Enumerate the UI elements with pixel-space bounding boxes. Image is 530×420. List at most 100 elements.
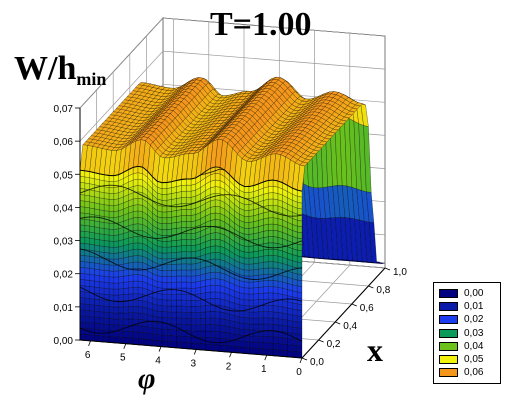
front-face-cell [297, 327, 303, 335]
front-face-cell [214, 179, 221, 188]
front-face-cell [287, 325, 293, 334]
front-face-cell [243, 216, 250, 223]
front-face-cell [272, 292, 279, 300]
front-face-cell [132, 274, 139, 282]
front-face-cell [79, 291, 85, 299]
front-face-cell [214, 311, 221, 319]
front-face-cell [123, 312, 129, 320]
front-face-cell [176, 293, 182, 301]
front-face-cell [89, 177, 95, 185]
x-tick-label: 0,6 [360, 303, 374, 314]
x-tick-label: 0,8 [376, 285, 390, 296]
front-face-cell [258, 323, 264, 331]
front-face-cell [118, 294, 124, 302]
front-face-cell [137, 178, 143, 187]
front-face-cell [132, 223, 139, 231]
front-face-cell [190, 281, 196, 289]
front-face-cell [142, 325, 148, 334]
front-face-cell [171, 216, 177, 224]
front-face-cell [132, 236, 139, 244]
legend-swatch [439, 355, 458, 365]
front-face-cell [84, 182, 90, 191]
front-face-cell [103, 204, 110, 212]
front-face-cell [84, 316, 90, 323]
front-face-cell [79, 224, 85, 232]
front-face-cell [282, 312, 288, 321]
front-face-cell [214, 232, 221, 240]
front-face-cell [277, 318, 283, 326]
front-face-cell [103, 276, 110, 283]
front-face-cell [118, 282, 124, 290]
front-face-cell [132, 255, 139, 263]
front-face-cell [176, 305, 182, 313]
front-face-cell [89, 298, 95, 306]
front-face-cell [99, 203, 105, 211]
front-face-cell [181, 209, 187, 216]
front-face-cell [171, 281, 177, 289]
front-face-cell [186, 312, 192, 319]
z-tick-label: 0,07 [54, 104, 74, 115]
front-face-cell [263, 280, 269, 288]
front-face-cell [89, 219, 95, 228]
front-face-cell [89, 316, 95, 324]
phi-tick-label: 1 [261, 364, 267, 375]
front-face-cell [161, 241, 168, 248]
front-face-cell [94, 208, 100, 216]
front-face-cell [103, 234, 110, 242]
x-tick-label: 1,0 [393, 267, 407, 278]
front-face-cell [161, 334, 168, 342]
front-face-cell [157, 298, 163, 306]
front-face-cell [229, 326, 235, 335]
front-face-cell [137, 197, 143, 206]
front-face-cell [190, 336, 196, 344]
front-face-cell [108, 318, 114, 325]
front-face-cell [214, 271, 221, 280]
front-face-cell [268, 292, 274, 300]
front-face-cell [79, 321, 85, 329]
front-face-cell [272, 229, 279, 238]
front-face-cell [181, 323, 187, 331]
contour-line [79, 216, 303, 249]
front-face-cell [195, 280, 201, 289]
front-face-cell [89, 213, 95, 222]
front-face-cell [103, 186, 110, 194]
front-face-cell [195, 287, 201, 295]
front-face-cell [118, 318, 124, 326]
front-face-cell [108, 228, 114, 236]
front-face-cell [181, 275, 187, 283]
front-face-cell [210, 206, 216, 215]
front-face-cell [195, 330, 201, 338]
front-face-cell [132, 299, 139, 307]
front-face-cell [186, 269, 192, 277]
front-face-cell [214, 212, 221, 221]
front-face-cell [113, 192, 119, 200]
front-face-cell [190, 318, 196, 326]
front-face-cell [214, 239, 221, 247]
front-face-cell [157, 340, 163, 347]
front-face-cell [243, 263, 250, 271]
front-face-cell [171, 192, 177, 200]
front-face-cell [161, 205, 168, 213]
front-face-cell [166, 228, 172, 236]
front-face-cell [253, 262, 259, 271]
front-face-cell [210, 311, 216, 319]
phi-tick-label: 3 [191, 358, 197, 369]
front-face-cell [258, 249, 264, 258]
front-face-cell [99, 317, 105, 325]
front-face-cell [123, 268, 129, 277]
front-face-cell [79, 176, 85, 184]
front-face-cell [210, 271, 216, 280]
front-face-cell [142, 338, 148, 346]
front-face-cell [297, 285, 303, 293]
front-face-cell [248, 191, 254, 199]
front-face-cell [186, 318, 192, 325]
front-face-cell [190, 342, 196, 350]
front-face-cell [171, 311, 177, 319]
front-face-cell [94, 244, 100, 252]
front-face-cell [214, 278, 221, 286]
front-face-cell [108, 199, 114, 206]
front-face-cell [253, 311, 259, 319]
front-face-cell [161, 188, 168, 195]
front-face-cell [272, 280, 279, 288]
front-face-cell [94, 310, 100, 318]
